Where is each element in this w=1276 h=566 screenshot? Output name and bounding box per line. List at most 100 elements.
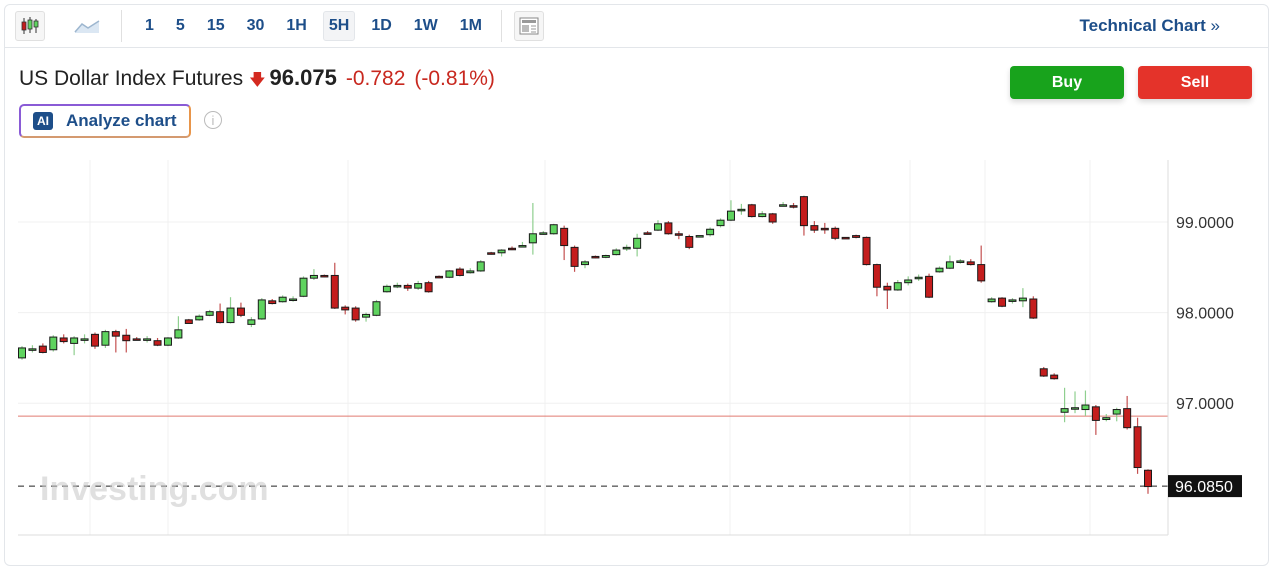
interval-1[interactable]: 1 [145, 17, 154, 34]
buy-button[interactable]: Buy [1010, 66, 1124, 99]
candle-body [455, 268, 464, 276]
candle-body [330, 274, 339, 309]
candle-body [445, 270, 454, 278]
area-chart-icon[interactable] [73, 12, 101, 40]
candle-body [132, 338, 141, 341]
candle-body [362, 313, 371, 318]
candle-body [935, 267, 944, 273]
candle-up [956, 259, 965, 264]
candle-up [414, 280, 423, 290]
candle-up [904, 276, 913, 286]
candle-down [351, 306, 360, 322]
candle-down [852, 234, 861, 239]
candle-body [518, 245, 527, 248]
candle-body [80, 338, 89, 341]
double-chevron-right-icon: » [1210, 16, 1220, 35]
interval-30[interactable]: 30 [246, 17, 265, 34]
candle-down [872, 263, 881, 297]
candle-down [435, 275, 444, 279]
candle-body [622, 246, 631, 250]
candle-body [872, 264, 881, 288]
candlestick-icon[interactable] [15, 11, 45, 41]
info-icon[interactable]: i [204, 111, 222, 129]
candle-body [1081, 404, 1090, 411]
layout-icon[interactable] [514, 11, 544, 41]
candle-up [497, 249, 506, 257]
candle-body [914, 276, 923, 280]
candle-up [695, 235, 704, 238]
price-change-percent: (-0.81%) [414, 67, 495, 90]
candle-body [831, 227, 840, 239]
candlestick-chart[interactable]: Investing.com 99.0000 98.0000 97.0000 96.08… [0, 0, 1276, 544]
candle-down [330, 262, 339, 309]
candle-down [977, 245, 986, 283]
investing-watermark: Investing.com [40, 470, 269, 508]
candle-down [831, 226, 840, 241]
candle-up [163, 337, 172, 347]
candle-up [726, 200, 735, 222]
candle-down [268, 299, 277, 305]
candle-down [216, 303, 225, 324]
candle-up [549, 223, 558, 235]
candle-body [320, 274, 329, 278]
candle-body [403, 284, 412, 289]
candle-body [581, 261, 589, 266]
chart-widget: 1 5 15 30 1H 5H 1D 1W 1M Technical Chart… [4, 4, 1269, 566]
candle-body [1050, 374, 1059, 380]
interval-15[interactable]: 15 [206, 17, 225, 34]
candle-body [925, 275, 934, 298]
candle-down [664, 221, 673, 235]
candle-body [1071, 407, 1080, 410]
candle-body [28, 348, 37, 351]
candle-body [163, 337, 172, 346]
candle-body [174, 329, 183, 339]
candle-body [1008, 299, 1017, 302]
candle-body [706, 228, 715, 236]
candle-body [122, 334, 131, 342]
candle-down [810, 221, 819, 233]
candle-body [977, 264, 986, 282]
analyze-chart-button[interactable]: AI Analyze chart [19, 104, 191, 138]
candle-down [153, 337, 162, 347]
candle-up [195, 314, 204, 321]
price-axis: 99.0000 98.0000 97.0000 96.0850 [18, 160, 1242, 536]
interval-1d[interactable]: 1D [371, 17, 392, 34]
candle-body [435, 275, 444, 279]
candle-body [810, 225, 819, 231]
chart-grid [18, 160, 1168, 535]
toolbar-divider [501, 10, 502, 42]
candle-down [747, 203, 756, 218]
candle-up [445, 270, 454, 279]
candle-down [570, 245, 579, 272]
candle-body [184, 319, 193, 324]
candle-body [956, 260, 965, 263]
candle-body [59, 337, 68, 343]
interval-5h[interactable]: 5H [322, 11, 356, 41]
candle-body [90, 333, 99, 347]
candle-down [111, 329, 120, 353]
interval-5[interactable]: 5 [175, 17, 185, 34]
interval-1w[interactable]: 1W [413, 17, 438, 34]
interval-1m[interactable]: 1M [459, 17, 482, 34]
current-price-badge [1168, 475, 1242, 498]
technical-chart-link[interactable]: Technical Chart » [1080, 16, 1220, 36]
candle-up [1112, 407, 1121, 422]
candle-up [247, 317, 256, 328]
instrument-header: US Dollar Index Futures 🡇 96.075 -0.782 … [19, 65, 495, 96]
candle-up [528, 202, 537, 255]
candle-up [539, 231, 548, 235]
candle-body [101, 331, 110, 346]
candle-body [476, 261, 485, 272]
candle-up [758, 211, 767, 218]
candle-down [862, 236, 871, 266]
candle-down [184, 318, 193, 324]
candle-body [466, 270, 475, 274]
candle-body [852, 235, 861, 238]
candle-down [768, 212, 777, 224]
sell-button[interactable]: Sell [1138, 66, 1252, 99]
interval-1h[interactable]: 1H [286, 17, 307, 34]
candle-body [38, 345, 47, 353]
candle-up [299, 276, 308, 298]
candle-body [393, 284, 402, 288]
candle-body [539, 232, 548, 235]
